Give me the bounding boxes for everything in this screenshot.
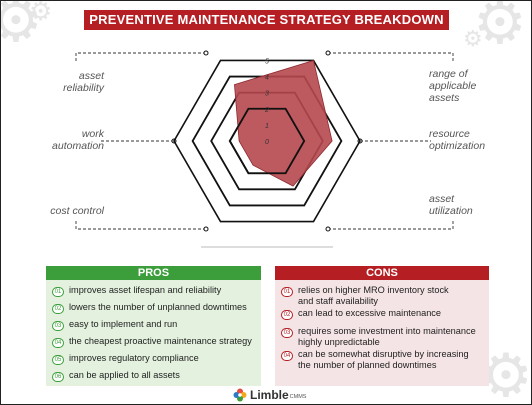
item-text: relies on higher MRO inventory stock and …: [298, 285, 449, 306]
item-text: improves asset lifespan and reliability: [69, 285, 222, 295]
label-connector: [328, 52, 454, 63]
item-number-badge: 02: [52, 303, 64, 314]
item-number-badge: 03: [281, 327, 293, 338]
scale-label: 5: [265, 58, 269, 65]
axis-label: work: [82, 128, 105, 140]
list-item: 04 the cheapest proactive maintenance str…: [52, 336, 257, 348]
axis-label: automation: [52, 140, 104, 152]
item-text: can be somewhat disruptive by increasing…: [298, 349, 469, 370]
item-number-badge: 04: [52, 337, 64, 348]
vertex-dot: [203, 226, 209, 232]
list-item: 05 improves regulatory compliance: [52, 353, 257, 365]
radar-area: [234, 59, 333, 187]
list-item: 06 can be applied to all assets: [52, 370, 257, 382]
item-number-badge: 06: [52, 371, 64, 382]
axis-label: optimization: [429, 140, 485, 152]
vertex-dot: [203, 50, 209, 56]
radar-grid-ring: [228, 107, 306, 175]
list-item: 03 easy to implement and run: [52, 319, 257, 331]
item-text: can lead to excessive maintenance: [298, 308, 442, 318]
cons-list: 01 relies on higher MRO inventory stock an…: [275, 280, 489, 386]
gear-icon: ⚙: [473, 0, 527, 58]
cons-header: CONS: [275, 266, 489, 280]
logo-text: Limble: [250, 388, 289, 402]
label-connectors: [75, 50, 454, 232]
radar-data: [228, 59, 333, 187]
scale-label: 4: [265, 75, 269, 82]
list-item: 01 relies on higher MRO inventory stock an…: [281, 285, 486, 307]
radar-grid-ring: [173, 59, 361, 223]
axis-label: asset: [79, 70, 105, 82]
radar-grid-ring: [191, 75, 343, 207]
item-text: the cheapest proactive maintenance strat…: [69, 336, 252, 346]
item-text: can be applied to all assets: [69, 370, 180, 380]
label-connector: [75, 219, 206, 230]
scale-label: 1: [265, 123, 269, 130]
axis-label: cost control: [50, 205, 104, 217]
list-item: 02 can lead to excessive maintenance: [281, 308, 486, 320]
scale-label: 0: [265, 139, 269, 146]
item-text: easy to implement and run: [69, 319, 178, 329]
list-item: 01 improves asset lifespan and reliabilit…: [52, 285, 257, 297]
scale-label: 2: [264, 107, 269, 114]
gear-icon: ⚙: [1, 1, 43, 51]
list-item: 03 requires some investment into maintena…: [281, 326, 486, 348]
radar-scale: 0 1 2 3 4 5: [264, 58, 269, 146]
item-number-badge: 02: [281, 309, 293, 320]
item-text: improves regulatory compliance: [69, 353, 199, 363]
logo-subtext: CMMS: [289, 394, 307, 400]
axis-label: range of: [429, 68, 469, 80]
pros-list: 01 improves asset lifespan and reliabilit…: [46, 280, 261, 386]
item-number-badge: 01: [281, 286, 293, 297]
item-number-badge: 01: [52, 286, 64, 297]
gear-icon: ⚙: [463, 27, 483, 52]
axis-label: reliability: [63, 82, 105, 94]
item-text: lowers the number of unplanned downtimes: [69, 302, 247, 312]
item-number-badge: 03: [52, 320, 64, 331]
item-number-badge: 04: [281, 350, 293, 361]
label-connector: [75, 52, 206, 63]
pros-header: PROS: [46, 266, 261, 280]
label-connector: [328, 219, 454, 230]
limble-flower-logo: [233, 388, 247, 402]
vertex-dot: [325, 50, 331, 56]
gear-icon: ⚙: [29, 0, 53, 27]
axis-label: applicable: [429, 80, 476, 92]
page-title: PREVENTIVE MAINTENANCE STRATEGY BREAKDOW…: [84, 10, 449, 30]
list-item: 04 can be somewhat disruptive by increasi…: [281, 349, 486, 371]
scale-label: 3: [265, 91, 269, 98]
list-item: 02 lowers the number of unplanned downtim…: [52, 302, 257, 314]
brand-logo: Limble CMMS: [233, 388, 306, 402]
item-text: requires some investment into maintenanc…: [298, 326, 476, 347]
axis-label: asset: [429, 193, 455, 205]
axis-label: resource: [429, 128, 470, 140]
axis-label: utilization: [429, 205, 473, 217]
axis-label: assets: [429, 92, 460, 104]
vertex-dot: [325, 226, 331, 232]
item-number-badge: 05: [52, 354, 64, 365]
